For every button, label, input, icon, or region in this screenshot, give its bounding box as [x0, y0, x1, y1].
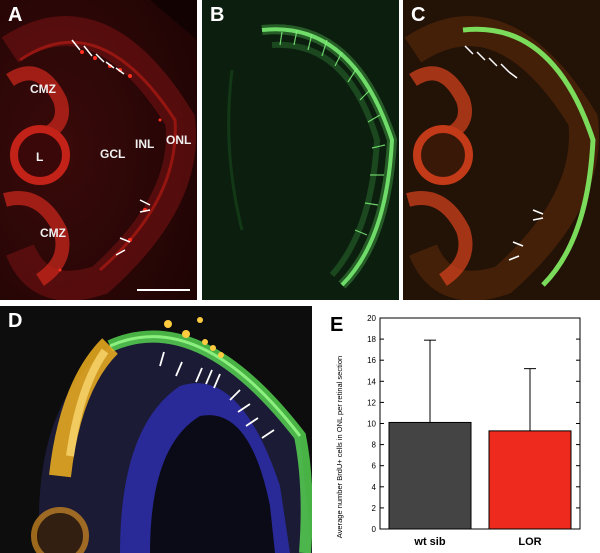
panel-e-label: E — [330, 314, 344, 336]
bar-chart: Average number BrdU+ cells in ONL per re… — [335, 314, 581, 548]
bar-lor — [488, 430, 572, 530]
y-tick-label: 12 — [367, 398, 376, 407]
y-tick-label: 20 — [367, 314, 376, 323]
bar-wt-sib — [388, 421, 472, 530]
panel-d-label: D — [8, 310, 23, 332]
panel-b-image — [202, 0, 399, 300]
y-axis-label: Average number BrdU+ cells in ONL per re… — [335, 356, 344, 538]
lens-label: L — [36, 150, 44, 164]
y-tick-label: 2 — [372, 504, 377, 513]
inl-label: INL — [135, 137, 155, 151]
panel-c-image — [403, 0, 600, 300]
y-tick-label: 14 — [367, 377, 376, 386]
y-tick-label: 6 — [372, 462, 377, 471]
cmz-top-label: CMZ — [30, 82, 56, 96]
y-tick-label: 16 — [367, 356, 376, 365]
gcl-label: GCL — [100, 147, 126, 161]
panel-a-label: A — [8, 4, 23, 26]
y-tick-label: 10 — [367, 420, 376, 429]
onl-label: ONL — [166, 133, 192, 147]
panel-a-image — [0, 0, 197, 300]
panel-b-label: B — [210, 4, 225, 26]
panel-c: C — [403, 0, 600, 300]
panel-c-label: C — [411, 4, 426, 26]
panel-d-image — [0, 306, 312, 553]
y-tick-label: 8 — [372, 441, 377, 450]
cmz-bottom-label: CMZ — [40, 226, 66, 240]
y-tick-label: 18 — [367, 335, 376, 344]
panel-e: Average number BrdU+ cells in ONL per re… — [318, 306, 600, 553]
y-tick-label: 4 — [372, 483, 377, 492]
x-tick-label: wt sib — [413, 536, 445, 548]
chart-axes: 0 2 4 6 8 10 12 14 16 18 20 wt sib LOR — [367, 314, 581, 548]
x-tick-label: LOR — [518, 536, 541, 548]
panel-b: B — [202, 0, 399, 300]
panel-a: A CMZ L GCL INL ONL CMZ — [0, 0, 197, 300]
y-tick-label: 0 — [372, 525, 377, 534]
panel-d: D — [0, 306, 312, 553]
